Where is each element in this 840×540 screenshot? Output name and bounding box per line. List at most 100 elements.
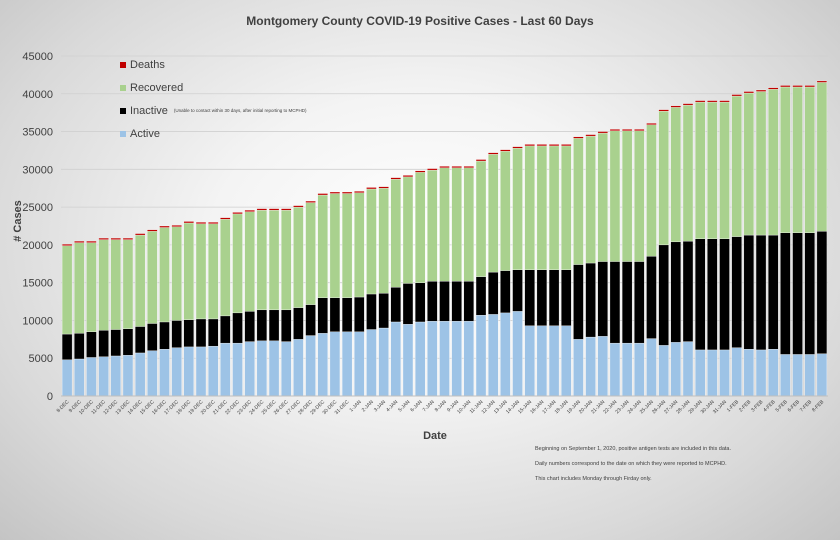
bar-segment-active: [682, 341, 694, 397]
bar-segment-inactive: [439, 281, 450, 322]
bar-segment-deaths: [147, 229, 158, 232]
y-tick-label: 0: [47, 391, 53, 403]
bar-segment-recovered: [134, 234, 146, 327]
bar-segment-inactive: [402, 283, 414, 325]
bar-segment-deaths: [183, 221, 194, 224]
bar-segment-recovered: [317, 194, 328, 298]
legend-label-recovered: Recovered: [130, 81, 184, 94]
x-tick-label: 2-JAN: [361, 399, 375, 413]
bar-segment-recovered: [561, 145, 572, 270]
bar-segment-recovered: [293, 206, 304, 308]
bar-segment-active: [658, 345, 669, 397]
bar-segment-inactive: [415, 282, 426, 323]
bar-segment-active: [415, 321, 426, 397]
bar-segment-deaths: [634, 129, 645, 131]
bar-segment-deaths: [768, 87, 779, 90]
bar-segment-active: [402, 324, 414, 397]
bar-segment-inactive: [86, 331, 97, 358]
bar-segment-active: [743, 349, 755, 397]
bar-segment-inactive: [208, 318, 219, 347]
bar-segment-inactive: [305, 304, 316, 336]
bar-segment-inactive: [378, 293, 389, 329]
bar-segment-inactive: [621, 261, 633, 344]
bar-segment-active: [293, 339, 304, 397]
bar-segment-recovered: [74, 242, 85, 334]
bar-segment-deaths: [329, 191, 341, 194]
bar-segment-inactive: [281, 309, 292, 342]
bar-segment-active: [329, 331, 341, 397]
legend-note-inactive: (Unable to contact within 30 days, after…: [173, 108, 307, 114]
bar-segment-active: [524, 325, 535, 397]
bar-segment-recovered: [719, 101, 730, 239]
bar-segment-active: [183, 346, 194, 397]
bar-segment-active: [475, 315, 487, 397]
bar-segment-inactive: [792, 232, 803, 355]
y-tick-label: 20000: [22, 240, 53, 252]
legend-item-deaths: Deaths: [120, 56, 165, 74]
bar-segment-recovered: [86, 242, 97, 332]
bar-segment-recovered: [354, 192, 365, 298]
bar-segment-recovered: [341, 193, 353, 298]
bar-segment-inactive: [743, 234, 755, 350]
bar-segment-recovered: [707, 101, 718, 239]
bar-segment-deaths: [561, 144, 572, 147]
bar-segment-active: [378, 327, 389, 397]
bar-segment-inactive: [122, 328, 134, 356]
bar-segment-recovered: [475, 160, 487, 277]
bar-segment-recovered: [682, 104, 694, 242]
x-tick-label: 2-FEB: [738, 399, 753, 414]
bar-segment-inactive: [658, 244, 669, 346]
bar-segment-inactive: [232, 312, 243, 344]
bar-segment-recovered: [305, 202, 316, 305]
bar-segment-deaths: [524, 144, 535, 147]
bar-segment-deaths: [134, 233, 146, 236]
bar-segment-active: [390, 321, 401, 397]
bar-segment-deaths: [439, 166, 450, 168]
bar-segment-deaths: [792, 85, 803, 88]
bar-segment-inactive: [768, 234, 779, 350]
bar-segment-active: [159, 349, 170, 397]
bar-segment-inactive: [171, 320, 182, 348]
x-axis-label: Date: [423, 430, 447, 442]
bar-segment-recovered: [402, 176, 414, 284]
bar-segment-deaths: [755, 89, 767, 92]
bar-segment-active: [61, 359, 73, 397]
bar-segment-deaths: [658, 109, 669, 112]
bar-segment-inactive: [366, 293, 377, 330]
bar-segment-recovered: [147, 231, 158, 324]
bar-segment-recovered: [98, 239, 109, 331]
bar-segment-active: [634, 342, 645, 397]
bar-segment-recovered: [488, 154, 499, 273]
bar-segment-inactive: [159, 321, 170, 350]
bar-segment-recovered: [816, 82, 828, 232]
bar-segment-inactive: [646, 256, 657, 339]
bar-segment-active: [427, 321, 438, 397]
bar-segment-recovered: [159, 227, 170, 323]
bar-segment-inactive: [427, 281, 438, 322]
bar-segment-active: [646, 338, 657, 397]
bar-segment-deaths: [61, 243, 73, 246]
bar-segment-deaths: [122, 237, 134, 240]
bar-segment-recovered: [208, 223, 219, 320]
bar-segment-recovered: [658, 111, 669, 246]
bar-segment-deaths: [573, 136, 584, 139]
bar-segment-active: [98, 356, 109, 397]
y-tick-label: 30000: [22, 164, 53, 176]
bar-segment-inactive: [500, 270, 511, 314]
bar-segment-deaths: [707, 100, 718, 103]
bar-segment-deaths: [695, 100, 706, 103]
bar-segment-active: [244, 341, 255, 397]
bar-segment-inactive: [816, 231, 828, 354]
bar-segment-inactive: [110, 329, 121, 357]
bar-segment-recovered: [415, 172, 426, 283]
bar-segment-inactive: [609, 261, 621, 344]
bar-segment-deaths: [475, 159, 487, 162]
bar-segment-inactive: [475, 276, 487, 316]
bar-segment-recovered: [329, 193, 341, 298]
x-tick-label: 31-JAN: [712, 399, 728, 415]
bar-segment-active: [281, 341, 292, 397]
x-tick-label: 4-JAN: [385, 399, 399, 413]
bar-segment-inactive: [731, 236, 742, 348]
bar-segment-active: [195, 346, 207, 397]
bar-segment-active: [792, 354, 803, 397]
